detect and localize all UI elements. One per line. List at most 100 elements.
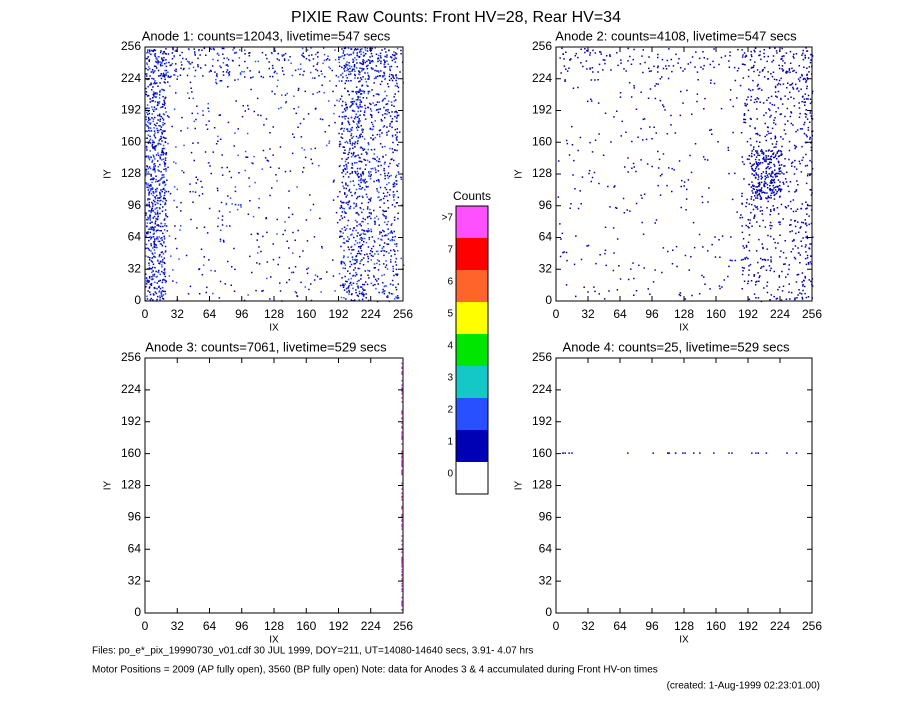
x-tick-label: 256 [393, 307, 413, 321]
y-tick-label: 192 [121, 414, 141, 428]
y-tick-label: 96 [128, 510, 142, 524]
panel-title: Anode 4: counts=25, livetime=529 secs [563, 339, 790, 354]
colorbar-swatch [456, 270, 488, 302]
colorbar-swatch [456, 206, 488, 238]
colorbar-label: 2 [447, 405, 453, 416]
y-tick-label: 128 [121, 478, 141, 492]
x-tick-label: 256 [802, 307, 822, 321]
y-tick-label: 128 [532, 166, 552, 180]
count-texture [145, 47, 404, 303]
colorbar-label: 6 [447, 277, 453, 288]
y-tick-label: 256 [121, 39, 141, 53]
x-tick-label: 128 [264, 307, 284, 321]
y-tick-label: 64 [539, 541, 553, 555]
x-axis-label: IX [269, 323, 279, 334]
footer-created: (created: 1-Aug-1999 02:23:01.00) [667, 681, 820, 692]
y-tick-label: 32 [128, 261, 142, 275]
x-tick-label: 32 [581, 619, 595, 633]
y-tick-label: 224 [532, 71, 552, 85]
x-tick-label: 224 [770, 619, 790, 633]
y-tick-label: 96 [539, 198, 553, 212]
x-tick-label: 32 [171, 307, 185, 321]
y-tick-label: 32 [539, 261, 553, 275]
colorbar-swatch [456, 398, 488, 430]
y-tick-label: 160 [532, 134, 552, 148]
y-tick-label: 96 [128, 198, 142, 212]
x-tick-label: 160 [296, 619, 316, 633]
figure-title: PIXIE Raw Counts: Front HV=28, Rear HV=3… [291, 9, 621, 26]
y-tick-label: 96 [539, 510, 553, 524]
y-tick-label: 0 [545, 605, 552, 619]
plot-frame [144, 357, 404, 614]
y-tick-label: 32 [128, 573, 142, 587]
x-tick-label: 224 [770, 307, 790, 321]
y-tick-label: 128 [532, 478, 552, 492]
x-tick-label: 160 [296, 307, 316, 321]
y-tick-label: 160 [532, 446, 552, 460]
y-tick-label: 64 [128, 541, 142, 555]
x-tick-label: 32 [171, 619, 185, 633]
x-tick-label: 160 [706, 307, 726, 321]
x-axis-label: IX [269, 635, 279, 646]
x-tick-label: 96 [235, 619, 249, 633]
count-texture [562, 452, 798, 454]
colorbar-label: 0 [447, 469, 453, 480]
y-axis-label: IY [103, 480, 114, 490]
x-tick-label: 0 [553, 307, 560, 321]
colorbar-swatch [456, 302, 488, 334]
plot-frame [144, 46, 404, 302]
x-tick-label: 128 [264, 619, 284, 633]
y-tick-label: 224 [532, 382, 552, 396]
x-tick-label: 192 [738, 307, 758, 321]
x-tick-label: 192 [738, 619, 758, 633]
x-tick-label: 96 [645, 307, 659, 321]
panel-title: Anode 1: counts=12043, livetime=547 secs [142, 28, 391, 43]
colorbar-swatch [456, 334, 488, 366]
colorbar-label: 3 [447, 373, 453, 384]
y-axis-label: IY [103, 169, 114, 179]
y-tick-label: 256 [121, 350, 141, 364]
y-tick-label: 0 [134, 293, 141, 307]
y-tick-label: 160 [121, 134, 141, 148]
x-tick-label: 64 [613, 307, 627, 321]
x-tick-label: 64 [203, 619, 217, 633]
x-tick-label: 160 [706, 619, 726, 633]
x-tick-label: 0 [553, 619, 560, 633]
x-tick-label: 256 [802, 619, 822, 633]
y-tick-label: 192 [532, 414, 552, 428]
colorbar-title: Counts [453, 189, 491, 203]
count-texture [145, 47, 405, 303]
colorbar-swatch [456, 238, 488, 270]
x-tick-label: 0 [142, 619, 149, 633]
panel-title: Anode 3: counts=7061, livetime=529 secs [145, 339, 387, 354]
colorbar-label: 5 [447, 309, 453, 320]
y-axis-label: IY [514, 480, 525, 490]
y-tick-label: 64 [128, 230, 142, 244]
colorbar-label: 4 [447, 341, 453, 352]
panel-title: Anode 2: counts=4108, livetime=547 secs [555, 28, 797, 43]
colorbar-swatch [456, 430, 488, 462]
y-tick-label: 128 [121, 166, 141, 180]
y-tick-label: 32 [539, 573, 553, 587]
x-tick-label: 96 [645, 619, 659, 633]
count-texture [401, 362, 403, 611]
y-tick-label: 0 [545, 293, 552, 307]
footer-files: Files: po_e*_pix_19990730_v01.cdf 30 JUL… [92, 646, 533, 657]
colorbar-label: 1 [447, 437, 453, 448]
colorbar-label: 7 [447, 245, 453, 256]
x-axis-label: IX [679, 323, 689, 334]
x-tick-label: 64 [203, 307, 217, 321]
x-axis-label: IX [679, 635, 689, 646]
x-tick-label: 0 [142, 307, 149, 321]
y-tick-label: 256 [532, 350, 552, 364]
y-tick-label: 224 [121, 382, 141, 396]
y-tick-label: 160 [121, 446, 141, 460]
plot-frame [555, 46, 813, 302]
colorbar-swatch [456, 462, 488, 494]
x-tick-label: 192 [328, 307, 348, 321]
y-tick-label: 64 [539, 230, 553, 244]
colorbar-frame [455, 205, 489, 495]
x-tick-label: 64 [613, 619, 627, 633]
